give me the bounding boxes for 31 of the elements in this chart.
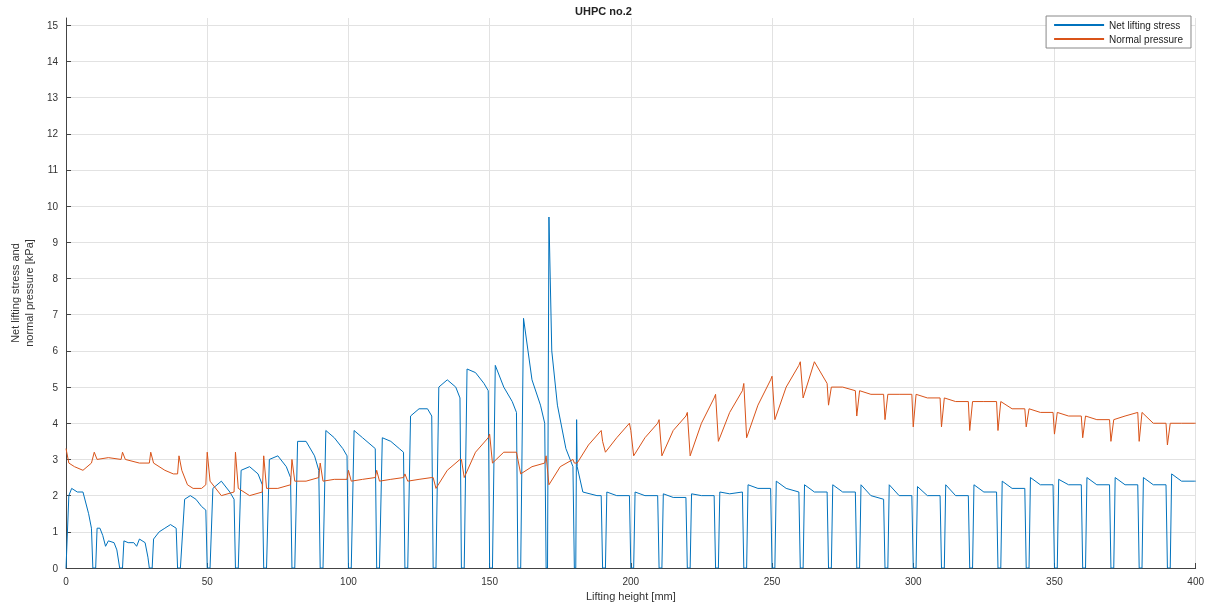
x-tick-label: 350	[1046, 575, 1064, 587]
y-tick-label: 6	[52, 345, 59, 357]
x-axis-title: Lifting height [mm]	[585, 590, 676, 603]
legend-label: Net lifting stress	[1109, 19, 1181, 31]
legend-label: Normal pressure	[1109, 33, 1184, 45]
x-tick-label: 250	[763, 575, 781, 587]
x-tick-label: 300	[904, 575, 923, 587]
y-tick-label: 3	[52, 453, 59, 465]
x-tick-label: 0	[63, 575, 70, 587]
y-tick-label: 0	[52, 562, 59, 574]
line-series	[65, 361, 1197, 497]
y-tick-label: 4	[52, 417, 59, 429]
y-tick-label: 9	[52, 236, 59, 248]
y-tick-label: 14	[46, 55, 59, 67]
x-tick-label: 100	[340, 575, 358, 587]
y-tick-label: 15	[46, 19, 59, 31]
y-tick-label: 7	[52, 309, 59, 321]
y-tick-label: 11	[47, 164, 59, 176]
y-tick-label: 2	[52, 490, 59, 502]
y-tick-label: 13	[46, 92, 59, 104]
y-tick-label: 8	[52, 273, 59, 285]
y-tick-label: 12	[46, 128, 59, 140]
chart-title: UHPC no.2	[575, 4, 632, 17]
y-axis-title: Net lifting stress and normal pressure [kPa]	[9, 239, 35, 347]
x-tick-label: 200	[622, 575, 640, 587]
x-tick-label: 400	[1187, 575, 1205, 587]
y-tick-label: 5	[52, 381, 59, 393]
x-tick-label: 150	[481, 575, 499, 587]
y-tick-label: 10	[46, 200, 59, 212]
x-tick-label: 50	[201, 575, 214, 587]
y-tick-label: 1	[52, 526, 59, 538]
